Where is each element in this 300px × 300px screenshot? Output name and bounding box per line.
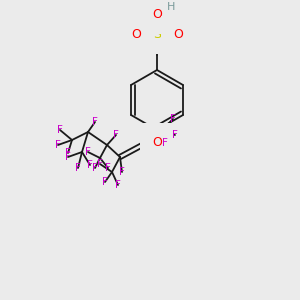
Text: H: H [167, 2, 175, 12]
Text: F: F [87, 160, 93, 170]
Text: O: O [173, 28, 183, 41]
Text: F: F [92, 163, 98, 173]
Text: O: O [152, 8, 162, 22]
Text: O: O [152, 136, 162, 148]
Text: F: F [105, 163, 111, 173]
Text: O: O [131, 28, 141, 41]
Text: F: F [102, 177, 108, 187]
Text: S: S [153, 28, 161, 41]
Text: F: F [65, 148, 71, 158]
Text: F: F [162, 138, 168, 148]
Text: F: F [92, 117, 98, 127]
Text: F: F [119, 167, 125, 177]
Text: F: F [55, 140, 61, 150]
Text: F: F [57, 125, 63, 135]
Text: F: F [75, 163, 81, 173]
Text: F: F [97, 159, 103, 169]
Text: F: F [172, 130, 178, 140]
Text: F: F [170, 114, 176, 124]
Text: F: F [115, 180, 121, 190]
Text: F: F [85, 147, 91, 157]
Text: F: F [113, 130, 119, 140]
Text: F: F [65, 152, 71, 162]
